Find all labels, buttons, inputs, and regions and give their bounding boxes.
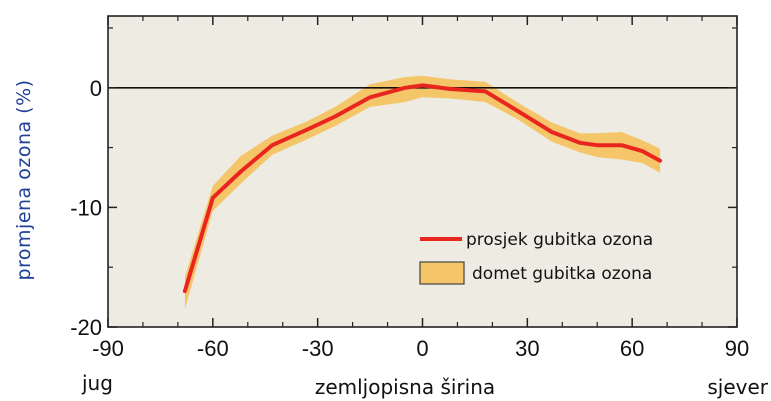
range-band <box>184 75 661 310</box>
x-tick-label: -60 <box>197 336 229 361</box>
y-axis-label: promjena ozona (%) <box>13 79 35 280</box>
x-tick-label: 0 <box>416 336 428 361</box>
x-tick-label: -30 <box>302 336 334 361</box>
ticks-layer: -90 -60 -30 0 30 60 90 0 -10 -20 <box>70 16 749 361</box>
x-tick-label: -90 <box>92 336 124 361</box>
y-tick-label: -20 <box>70 315 102 340</box>
y-tick-label: -10 <box>70 195 102 220</box>
legend-label-range: domet gubitka ozona <box>472 264 652 284</box>
x-tick-label: 90 <box>725 336 749 361</box>
legend-label-mean: prosjek gubitka ozona <box>466 230 653 250</box>
x-tick-label: 30 <box>515 336 539 361</box>
x-end-label-left: jug <box>81 371 113 395</box>
legend: prosjek gubitka ozona domet gubitka ozon… <box>419 230 653 285</box>
x-tick-label: 60 <box>620 336 644 361</box>
x-axis-label: zemljopisna širina <box>315 375 495 399</box>
legend-band-swatch <box>419 261 465 285</box>
mean-line-layer <box>182 83 663 294</box>
y-tick-label: 0 <box>90 76 102 101</box>
mean-line <box>182 83 663 294</box>
x-end-label-right: sjever <box>707 375 768 399</box>
range-band-layer <box>184 75 661 310</box>
